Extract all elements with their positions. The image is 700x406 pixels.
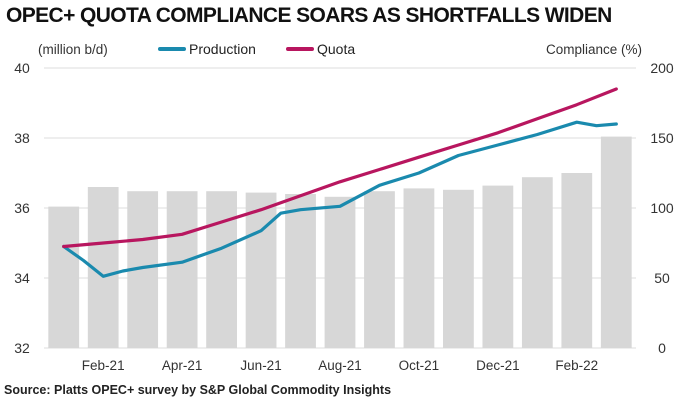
right-axis-tick-label: 50 xyxy=(654,270,670,286)
legend-label-quota: Quota xyxy=(317,41,355,57)
left-axis-tick-label: 40 xyxy=(14,60,30,76)
right-axis-tick-label: 0 xyxy=(658,340,666,356)
right-axis-tick-label: 100 xyxy=(650,200,674,216)
compliance-bar xyxy=(482,185,514,348)
series-line-quota xyxy=(62,87,618,249)
compliance-bar xyxy=(285,194,316,348)
compliance-bar xyxy=(443,189,474,348)
compliance-bar xyxy=(166,191,198,348)
left-axis-tick-label: 32 xyxy=(14,340,30,356)
right-axis-tick-label: 150 xyxy=(650,130,674,146)
compliance-bar xyxy=(245,192,277,348)
compliance-bar xyxy=(600,136,632,348)
x-axis-tick-label: Apr-21 xyxy=(162,358,203,373)
left-axis-tick-label: 38 xyxy=(14,130,30,146)
x-axis-tick-label: Jun-21 xyxy=(240,358,281,373)
right-axis-tick-label: 200 xyxy=(650,60,674,76)
chart-title: OPEC+ QUOTA COMPLIANCE SOARS AS SHORTFAL… xyxy=(6,4,612,27)
compliance-bar xyxy=(403,188,435,348)
left-axis-label: (million b/d) xyxy=(38,42,108,57)
compliance-bar xyxy=(324,196,356,348)
legend-label-production: Production xyxy=(189,41,256,57)
compliance-bar xyxy=(521,177,553,348)
x-axis-tick-label: Oct-21 xyxy=(399,358,440,373)
compliance-bar xyxy=(48,206,80,348)
x-axis-tick-label: Aug-21 xyxy=(318,358,362,373)
compliance-bar xyxy=(206,191,237,348)
compliance-bar xyxy=(561,173,593,348)
x-axis-tick-label: Dec-21 xyxy=(476,358,520,373)
x-axis-tick-label: Feb-22 xyxy=(555,358,598,373)
chart-source: Source: Platts OPEC+ survey by S&P Globa… xyxy=(4,383,392,397)
x-axis-tick-label: Feb-21 xyxy=(82,358,125,373)
compliance-bar xyxy=(364,191,395,348)
left-axis-tick-label: 34 xyxy=(14,270,30,286)
right-axis-label: Compliance (%) xyxy=(546,42,642,57)
left-axis-tick-label: 36 xyxy=(14,200,30,216)
series-line-production xyxy=(62,120,618,278)
